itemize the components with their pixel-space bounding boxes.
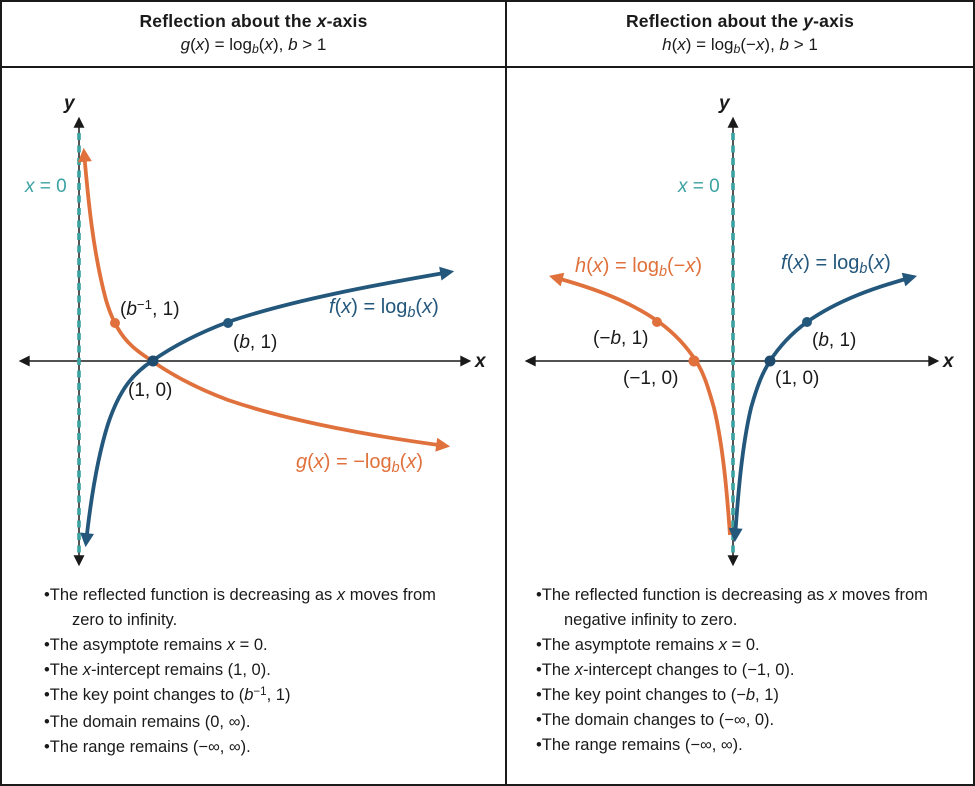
bullet-item: •The asymptote remains x = 0. (536, 636, 760, 654)
right-bullet-list: •The reflected function is decreasing as… (536, 583, 960, 758)
right-f-curve-label: f(x) = logb(x) (781, 252, 891, 277)
right-panel-title: Reflection about the y-axis (625, 11, 855, 31)
right-h-curve-label: h(x) = logb(−x) (575, 255, 702, 280)
left-panel-title: Reflection about the x-axis (139, 11, 368, 31)
bullet-item: •The reflected function is decreasing as… (44, 586, 441, 629)
left-x-axis-label: x (475, 351, 486, 372)
left-point-b-one-dot (223, 318, 233, 328)
right-f-curve (728, 272, 918, 543)
right-point-b-one-label: (b, 1) (812, 330, 857, 351)
bullet-item: •The x-intercept remains (1, 0). (44, 661, 271, 679)
right-point-neg-one-zero-dot (688, 355, 700, 367)
bullet-item: •The key point changes to (b−1, 1) (44, 685, 291, 704)
left-f-curve-label: f(x) = logb(x) (329, 296, 439, 321)
bullet-item: •The asymptote remains x = 0. (44, 636, 268, 654)
bullet-item: •The x-intercept changes to (−1, 0). (536, 661, 795, 679)
right-point-one-zero-dot (764, 355, 776, 367)
right-point-neg-b-label: (−b, 1) (593, 328, 649, 349)
bullet-item: •The domain changes to (−∞, 0). (536, 711, 775, 729)
right-point-b-one-dot (802, 317, 812, 327)
right-asymptote-label: x = 0 (678, 176, 720, 197)
left-point-b-inverse-label: (b−1, 1) (120, 297, 180, 320)
right-graph (524, 116, 940, 567)
right-x-axis-label: x (943, 351, 954, 372)
bullet-item: •The domain remains (0, ∞). (44, 713, 251, 731)
left-g-curve-label: g(x) = −logb(x) (296, 451, 423, 476)
bullet-item: •The range remains (−∞, ∞). (536, 736, 743, 754)
left-point-b-inverse-dot (110, 318, 120, 328)
bullet-item: •The key point changes to (−b, 1) (536, 686, 779, 704)
right-y-axis-label: y (719, 93, 730, 114)
left-panel-subtitle: g(x) = logb(x), b > 1 (180, 35, 327, 57)
bullet-item: •The reflected function is decreasing as… (536, 586, 938, 629)
left-asymptote-label: x = 0 (25, 176, 67, 197)
left-point-one-zero-label: (1, 0) (128, 380, 173, 401)
bullet-item: •The range remains (−∞, ∞). (44, 738, 251, 756)
right-point-one-zero-label: (1, 0) (775, 368, 820, 389)
left-bullet-list: •The reflected function is decreasing as… (44, 583, 468, 760)
right-point-neg-one-zero-label: (−1, 0) (623, 368, 679, 389)
left-point-b-one-label: (b, 1) (233, 332, 278, 353)
left-point-one-zero-dot (147, 355, 159, 367)
right-h-curve (548, 272, 732, 536)
panel-divider (505, 2, 507, 784)
header-underline (2, 66, 973, 68)
right-point-neg-b-dot (652, 317, 662, 327)
right-panel-subtitle: h(x) = logb(−x), b > 1 (662, 35, 818, 57)
left-y-axis-label: y (64, 93, 75, 114)
